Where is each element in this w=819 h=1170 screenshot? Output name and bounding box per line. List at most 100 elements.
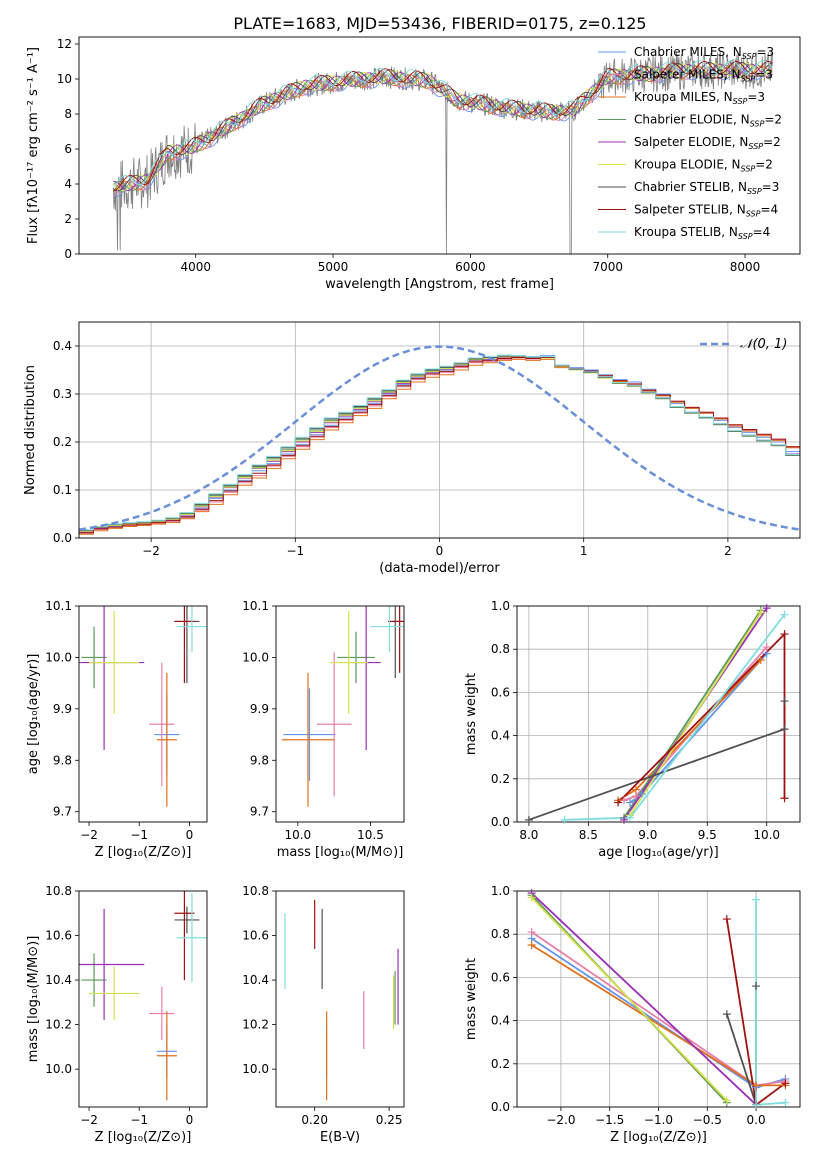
x-axis-label: age [log₁₀(age/yr)] xyxy=(598,845,719,860)
axes-frame xyxy=(516,890,801,1108)
weight-line xyxy=(564,614,786,821)
y-axis-label: Normed distribution xyxy=(23,365,38,495)
legend-suffix: =3 xyxy=(747,90,765,104)
x-tick-label: −2 xyxy=(80,828,98,842)
weight-marker xyxy=(527,893,536,902)
plot-area-residuals xyxy=(79,345,800,538)
y-tick-label: 12 xyxy=(57,37,72,51)
weight-marker xyxy=(781,1079,790,1088)
legend-suffix: =3 xyxy=(755,68,773,82)
histogram-step xyxy=(79,356,800,538)
y-tick-label: 10 xyxy=(57,72,72,86)
histogram-step xyxy=(79,357,800,538)
legend-label: Chabrier ELODIE, N xyxy=(634,113,750,127)
weight-marker xyxy=(752,1081,761,1090)
legend-label: Kroupa ELODIE, N xyxy=(634,158,741,172)
y-tick-label: 0.8 xyxy=(491,927,510,941)
y-tick-label: 1.0 xyxy=(491,884,510,898)
data-spectrum xyxy=(112,51,773,254)
plot-area-spectrum xyxy=(112,51,773,254)
y-tick-label: 10.1 xyxy=(45,599,72,613)
axes-frame xyxy=(78,36,801,255)
weight-marker xyxy=(524,815,533,824)
weight-line xyxy=(629,612,762,816)
axes-weight_vs_age: 8.0 8.5 9.0 9.5 10.0 0.0 0.2 0.4 0.6 0.8 1.0 age [l… xyxy=(464,599,801,860)
plot-area-mass_vs_Z xyxy=(79,891,207,1101)
x-tick-label: −1.5 xyxy=(595,1113,624,1127)
weight-marker xyxy=(722,915,731,924)
legend-entry: 𝒩(0, 1) xyxy=(740,337,787,352)
y-tick-label: 10.6 xyxy=(242,929,269,943)
y-tick-label: 0.0 xyxy=(491,1100,510,1114)
x-axis-label: (data-model)/error xyxy=(379,561,500,576)
weight-line xyxy=(623,609,762,819)
axes-frame xyxy=(78,890,208,1108)
y-tick-label: 10.8 xyxy=(242,884,269,898)
y-tick-label: 10.0 xyxy=(242,650,269,664)
y-tick-label: 10.1 xyxy=(242,599,269,613)
legend-suffix: =2 xyxy=(763,135,781,149)
weight-marker xyxy=(752,1100,761,1109)
weight-line xyxy=(725,986,757,1106)
y-tick-label: 10.2 xyxy=(45,1018,72,1032)
histogram-step xyxy=(79,356,800,538)
y-tick-label: 0.6 xyxy=(491,970,510,984)
x-tick-label: −1 xyxy=(130,1113,148,1127)
axes-age_vs_Z: −2 −1 0 9.7 9.8 9.9 10.0 10.1 Z [log₁₀(Z/Z⊙)] age… xyxy=(26,599,208,860)
y-tick-label: 9.7 xyxy=(250,805,269,819)
weight-marker xyxy=(560,815,569,824)
axes-mass_vs_Z: −2 −1 0 10.0 10.2 10.4 10.6 10.8 Z [log₁₀(Z/Z⊙)]… xyxy=(26,884,208,1145)
x-tick-label: 0 xyxy=(186,1113,194,1127)
histogram-step xyxy=(79,355,800,538)
legend-suffix: =4 xyxy=(753,225,771,239)
weight-marker xyxy=(625,798,634,807)
model-spectrum-line xyxy=(113,61,773,192)
y-tick-label: 10.4 xyxy=(45,973,72,987)
model-spectrum-line xyxy=(112,65,773,192)
plot-area-age_vs_Z xyxy=(79,606,207,807)
weight-marker xyxy=(722,1010,731,1019)
weight-marker xyxy=(637,789,646,798)
x-tick-label: 0.0 xyxy=(747,1113,766,1127)
x-tick-label: 6000 xyxy=(455,260,486,274)
x-tick-label: 0 xyxy=(186,828,194,842)
y-tick-label: 10.0 xyxy=(45,650,72,664)
y-axis-label: mass weight xyxy=(464,958,479,1040)
weight-marker xyxy=(752,895,761,904)
histogram-step xyxy=(79,358,800,538)
legend-label: Salpeter MILES, N xyxy=(634,68,741,82)
legend-suffix: =2 xyxy=(755,158,773,172)
legend-entry: Kroupa ELODIE, NSSP=2 xyxy=(634,158,773,174)
axes-frame xyxy=(78,321,801,539)
legend-subscript: SSP xyxy=(748,142,763,151)
normal-reference-curve xyxy=(79,345,800,531)
y-tick-label: 9.9 xyxy=(250,702,269,716)
legend-entry: Salpeter MILES, NSSP=3 xyxy=(634,68,773,84)
legend-label: Salpeter ELODIE, N xyxy=(634,135,748,149)
weight-line xyxy=(528,701,786,821)
weight-marker xyxy=(752,982,761,991)
weight-marker xyxy=(631,785,640,794)
x-tick-label: 9.0 xyxy=(638,828,657,842)
x-axis-label: Z [log₁₀(Z/Z⊙)] xyxy=(610,1130,707,1145)
y-tick-label: 4 xyxy=(64,177,72,191)
legend-subscript: SSP xyxy=(747,187,762,196)
legend-subscript: SSP xyxy=(750,120,765,129)
legend-subscript: SSP xyxy=(746,210,761,219)
legend-label: Salpeter STELIB, N xyxy=(634,203,746,217)
histogram-step xyxy=(79,356,800,538)
y-tick-label: 9.8 xyxy=(250,753,269,767)
axes-age_vs_mass: 10.0 10.5 9.7 9.8 9.9 10.0 10.1 mass [log₁₀(M/M… xyxy=(242,599,405,860)
weight-marker xyxy=(780,794,789,803)
weight-marker xyxy=(762,643,771,652)
legend-label: Kroupa STELIB, N xyxy=(634,225,738,239)
axes-frame xyxy=(78,605,208,823)
axes-frame xyxy=(275,890,405,1108)
y-tick-label: 0.6 xyxy=(491,685,510,699)
x-tick-label: 10.0 xyxy=(753,828,780,842)
x-tick-label: 8.0 xyxy=(519,828,538,842)
x-axis-label: Z [log₁₀(Z/Z⊙)] xyxy=(95,1130,192,1145)
x-tick-label: 8000 xyxy=(730,260,761,274)
